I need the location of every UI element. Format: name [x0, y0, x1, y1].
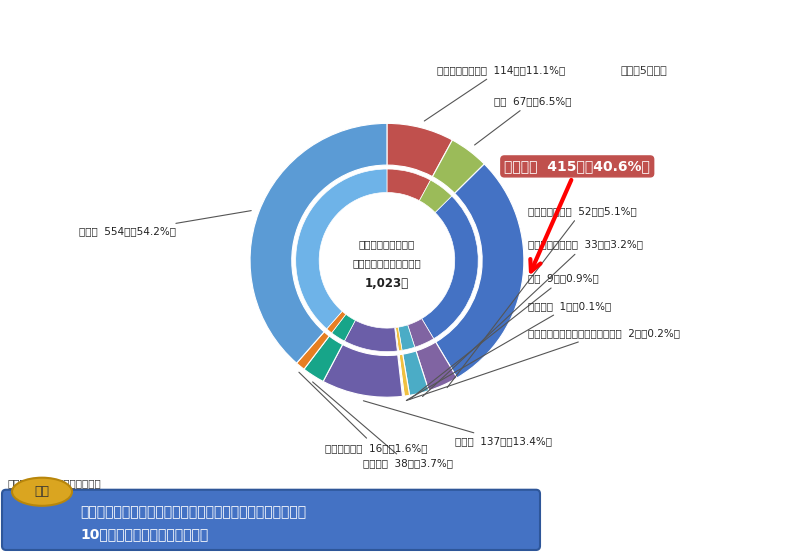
Ellipse shape	[12, 478, 72, 506]
Text: 病気・身体不自由  114人（11.1%）: 病気・身体不自由 114人（11.1%）	[424, 65, 565, 121]
Text: 住宅火災による死者: 住宅火災による死者	[359, 240, 415, 250]
Wedge shape	[323, 345, 402, 397]
Wedge shape	[394, 327, 398, 351]
Wedge shape	[250, 124, 387, 363]
Text: 住宅火災の死に至った経過別死者発生状況（放火自殺者等を除く。）: 住宅火災の死に至った経過別死者発生状況（放火自殺者等を除く。）	[218, 19, 582, 39]
Text: その他  554人（54.2%）: その他 554人（54.2%）	[78, 211, 251, 237]
Text: （備考）「火災報告」により作成: （備考）「火災報告」により作成	[8, 478, 102, 488]
Text: 消火しようとして  33人（3.2%）: 消火しようとして 33人（3.2%）	[422, 240, 642, 397]
FancyBboxPatch shape	[2, 490, 540, 550]
Text: 熟睡  67人（6.5%）: 熟睡 67人（6.5%）	[474, 96, 571, 145]
Text: 延焼拡大が早く  52人（5.1%）: 延焼拡大が早く 52人（5.1%）	[447, 206, 637, 388]
Wedge shape	[398, 325, 415, 350]
Text: 逃げ遅れ  415人（40.6%）: 逃げ遅れ 415人（40.6%）	[504, 160, 650, 271]
Wedge shape	[395, 327, 398, 351]
Text: 10年を目安に交換しましょう。: 10年を目安に交換しましょう。	[80, 527, 208, 541]
Text: 1,023人: 1,023人	[365, 277, 409, 290]
Wedge shape	[326, 311, 346, 333]
Text: （放火自殺者等を除く）: （放火自殺者等を除く）	[353, 258, 422, 268]
Wedge shape	[387, 169, 430, 201]
Wedge shape	[395, 327, 402, 351]
Text: 持ち出し品・服装に気をとられて  2人（0.2%）: 持ち出し品・服装に気をとられて 2人（0.2%）	[406, 329, 680, 401]
Wedge shape	[345, 320, 398, 352]
Wedge shape	[304, 336, 342, 381]
Wedge shape	[398, 355, 404, 396]
Wedge shape	[297, 332, 330, 369]
Wedge shape	[332, 314, 355, 341]
Wedge shape	[399, 354, 410, 396]
Text: 狼狽して  1人（0.1%）: 狼狽して 1人（0.1%）	[407, 301, 611, 400]
Text: 対策: 対策	[34, 485, 50, 498]
Text: その他  137人（13.4%）: その他 137人（13.4%）	[363, 401, 552, 447]
Wedge shape	[419, 180, 452, 213]
Circle shape	[322, 195, 452, 326]
Wedge shape	[433, 140, 484, 193]
Text: 出火後再進入  16人（1.6%）: 出火後再進入 16人（1.6%）	[299, 372, 428, 453]
Text: （令和5年中）: （令和5年中）	[621, 65, 667, 75]
Wedge shape	[422, 196, 478, 338]
Wedge shape	[387, 124, 452, 177]
Text: 逃げ遅れを防ぐために住宅用火災警報器を定期的に点検し、: 逃げ遅れを防ぐために住宅用火災警報器を定期的に点検し、	[80, 505, 306, 519]
Wedge shape	[416, 342, 457, 391]
Text: 泥酔  9人（0.9%）: 泥酔 9人（0.9%）	[410, 274, 598, 399]
Text: 着衣着火  38人（3.7%）: 着衣着火 38人（3.7%）	[313, 382, 453, 469]
Wedge shape	[436, 164, 524, 378]
Wedge shape	[296, 169, 387, 329]
Wedge shape	[408, 319, 434, 347]
Wedge shape	[402, 351, 429, 396]
Wedge shape	[398, 355, 404, 396]
